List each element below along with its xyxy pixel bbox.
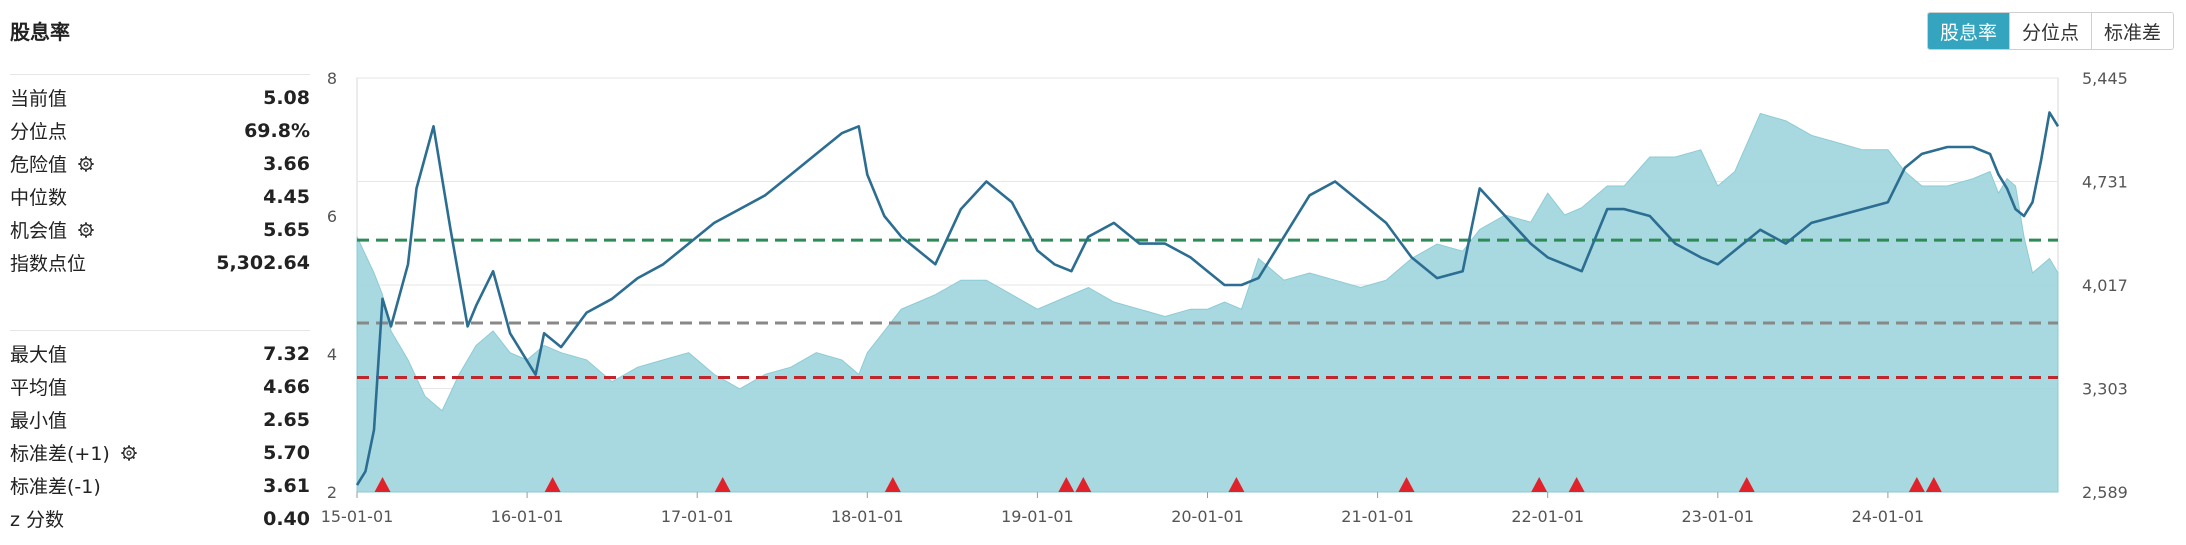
tab-std-dev[interactable]: 标准差 xyxy=(2090,13,2173,49)
stat-label: 当前值 xyxy=(10,88,68,110)
y-left-tick-label: 2 xyxy=(327,483,337,502)
stat-label: 最大值 xyxy=(10,344,68,366)
stat-label: 最小值 xyxy=(10,410,68,432)
event-marker xyxy=(1908,477,1925,492)
stat-value: 5,302.64 xyxy=(216,251,310,274)
stat-row-median: 中位数 4.45 xyxy=(10,180,310,213)
stat-label: z 分数 xyxy=(10,509,65,531)
x-tick-label: 21-01-01 xyxy=(1341,507,1414,526)
stat-label: 平均值 xyxy=(10,377,68,399)
stat-value: 2.65 xyxy=(263,408,310,431)
stat-label: 危险值 xyxy=(10,154,68,176)
stat-value: 5.65 xyxy=(263,218,310,241)
event-marker xyxy=(374,477,391,492)
event-marker xyxy=(1568,477,1585,492)
x-tick-label: 22-01-01 xyxy=(1511,507,1584,526)
stat-value: 3.61 xyxy=(263,474,310,497)
dividend-yield-line xyxy=(355,111,2060,486)
stat-label: 分位点 xyxy=(10,121,68,143)
event-marker xyxy=(1531,477,1548,492)
stat-value: 4.45 xyxy=(263,185,310,208)
x-tick-label: 16-01-01 xyxy=(491,507,564,526)
event-marker xyxy=(714,477,731,492)
stat-value: 7.32 xyxy=(263,342,310,365)
x-tick-label: 19-01-01 xyxy=(1001,507,1074,526)
y-right-tick-label: 5,445 xyxy=(2082,69,2128,88)
stat-row-std-plus: 标准差(+1) 5.70 xyxy=(10,436,310,469)
y-left-tick-label: 4 xyxy=(327,345,337,364)
x-tick-label: 20-01-01 xyxy=(1171,507,1244,526)
stats-top-panel: 当前值 5.08 分位点 69.8% 危险值 3.66 中位数 4.45 机会值 5.65… xyxy=(10,74,310,279)
y-left-tick-label: 8 xyxy=(327,69,337,88)
stat-row-index: 指数点位 5,302.64 xyxy=(10,246,310,279)
stat-label: 机会值 xyxy=(10,220,68,242)
y-left-tick-label: 6 xyxy=(327,207,337,226)
stat-row-opportunity: 机会值 5.65 xyxy=(10,213,310,246)
x-tick-label: 23-01-01 xyxy=(1681,507,1754,526)
gear-icon[interactable] xyxy=(120,444,138,462)
stat-label: 标准差(+1) xyxy=(10,443,110,465)
stat-row-max: 最大值 7.32 xyxy=(10,337,310,370)
stat-value: 69.8% xyxy=(244,119,310,142)
event-marker xyxy=(884,477,901,492)
tab-dividend-yield[interactable]: 股息率 xyxy=(1927,13,2009,49)
event-marker xyxy=(1228,477,1245,492)
gear-icon[interactable] xyxy=(77,155,95,173)
stat-row-danger: 危险值 3.66 xyxy=(10,147,310,180)
stat-label: 中位数 xyxy=(10,187,68,209)
stat-label: 指数点位 xyxy=(10,253,87,275)
stat-row-mean: 平均值 4.66 xyxy=(10,370,310,403)
event-marker xyxy=(1398,477,1415,492)
metric-tabs: 股息率 分位点 标准差 xyxy=(1926,12,2174,50)
gear-icon[interactable] xyxy=(77,221,95,239)
x-tick-label: 17-01-01 xyxy=(661,507,734,526)
event-marker xyxy=(1925,477,1942,492)
stat-row-percentile: 分位点 69.8% xyxy=(10,114,310,147)
stat-row-zscore: z 分数 0.40 xyxy=(10,502,310,535)
stat-value: 5.70 xyxy=(263,441,310,464)
y-right-tick-label: 4,731 xyxy=(2082,173,2128,192)
y-right-tick-label: 3,303 xyxy=(2082,380,2128,399)
event-marker xyxy=(1738,477,1755,492)
event-marker xyxy=(1075,477,1092,492)
y-right-tick-label: 2,589 xyxy=(2082,483,2128,502)
stat-value: 3.66 xyxy=(263,152,310,175)
stat-label: 标准差(-1) xyxy=(10,476,101,498)
x-tick-label: 15-01-01 xyxy=(321,507,394,526)
stat-value: 0.40 xyxy=(263,507,310,530)
stat-value: 4.66 xyxy=(263,375,310,398)
event-marker xyxy=(1058,477,1075,492)
stat-row-current: 当前值 5.08 xyxy=(10,81,310,114)
stat-row-std-minus: 标准差(-1) 3.61 xyxy=(10,469,310,502)
y-right-tick-label: 4,017 xyxy=(2082,276,2128,295)
stats-bottom-panel: 最大值 7.32 平均值 4.66 最小值 2.65 标准差(+1) 5.70 标准差(… xyxy=(10,330,310,535)
x-tick-label: 24-01-01 xyxy=(1852,507,1925,526)
index-area-series xyxy=(356,112,2059,493)
tab-percentile[interactable]: 分位点 xyxy=(2008,13,2091,49)
stat-value: 5.08 xyxy=(263,86,310,109)
event-marker xyxy=(544,477,561,492)
x-tick-label: 18-01-01 xyxy=(831,507,904,526)
page-title: 股息率 xyxy=(10,20,70,44)
stat-row-min: 最小值 2.65 xyxy=(10,403,310,436)
